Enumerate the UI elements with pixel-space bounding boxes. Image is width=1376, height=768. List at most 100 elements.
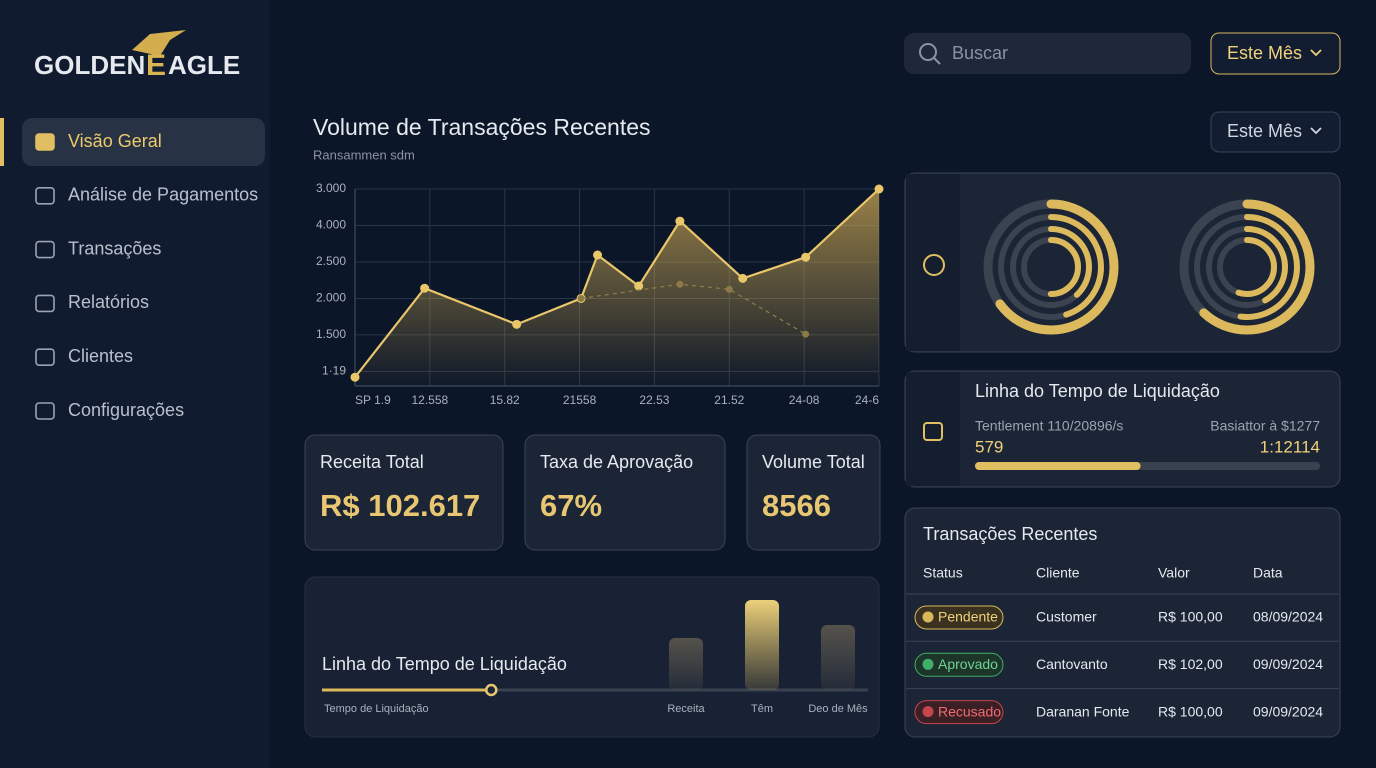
column-header: Cliente [1036,565,1080,581]
nav-icon [35,240,55,259]
settlement-card [904,370,1341,488]
nav-active-bg[interactable] [22,118,265,166]
chevron [1310,127,1322,135]
nav-icon [35,402,55,420]
nav-item[interactable]: Visão Geral [68,131,162,151]
cell: Daranan Fonte [1036,703,1130,719]
logo: GOLDEN E AGLE [34,30,240,82]
brand-part: E [146,49,166,82]
stat-value: 8566 [762,488,831,523]
line [354,188,880,378]
brand-part: AGLE [168,50,240,80]
ring-arc [1010,226,1092,308]
ring-arc [983,199,1119,335]
transactions-table: Status Cliente Valor Data Pendente Customer R$… [906,565,1339,725]
column-header: Data [1253,565,1283,581]
nav-icon [35,294,55,313]
nav-icon [35,187,55,205]
y-tick-label: 2.500 [316,254,346,268]
point [675,216,685,226]
area [355,189,879,386]
ring-arc [998,214,1104,320]
nav-item[interactable]: Clientes [68,346,133,366]
stat-label: Taxa de Aprovação [540,452,693,472]
bar [669,638,703,690]
stat-card [524,434,726,551]
point [593,250,603,260]
progress [975,462,1141,470]
point [874,184,884,194]
status-text: Recusado [938,703,1001,719]
search-icon [933,57,941,65]
chevron [1310,49,1322,57]
bar-label: Deo de Mês [808,703,868,715]
bar-chart: Receita Têm Deo de Mês [322,600,868,715]
stat-value: 67% [540,488,602,523]
cell: 09/09/2024 [1253,656,1323,672]
y-tick-label: 4.000 [316,218,346,232]
settlement-panel [304,576,880,738]
nav-item[interactable]: Relatórios [68,292,149,312]
cell: R$ 100,00 [1158,703,1223,719]
nav-item[interactable]: Configurações [68,400,184,420]
card-title: Linha do Tempo de Liquidação [975,381,1220,401]
x-tick-label: SP 1.9 [355,393,391,407]
point [350,372,360,382]
status-icon [922,706,934,718]
nav-item[interactable]: Análise de Pagamentos [68,185,258,205]
stat-value: R$ 102.617 [320,488,480,523]
transactions-card [904,507,1341,738]
period-text: Este Mês [1227,43,1302,63]
y-tick-label: 2.000 [316,291,346,305]
stat-label: Volume Total [762,452,865,472]
search-box[interactable] [904,33,1191,74]
ring-arc [1021,237,1081,297]
cell: R$ 102,00 [1158,656,1223,672]
period-text: Este Mês [1227,121,1302,141]
calendar-icon [923,422,943,441]
ring-arc [1206,226,1288,308]
cell: R$ 100,00 [1158,609,1223,625]
bar-label: Receita [667,703,705,715]
y-tick-label: 1·19 [322,364,346,378]
point [802,330,810,338]
stat-cards: Receita Total R$ 102.617 Taxa de Aprovação… [304,434,881,551]
cell: Customer [1036,609,1097,625]
chart-subtitle: Ransammen sdm [313,147,415,162]
stat-card [746,434,881,551]
x-tick-label: 24-08 [789,393,820,407]
ring-arc [1194,214,1300,320]
cell: 08/09/2024 [1253,609,1323,625]
logo-wing [132,30,186,56]
chart-period-dropdown[interactable] [1210,111,1341,153]
status-icon [922,658,934,670]
x-tick-label: 21.52 [714,393,744,407]
card-title: Transações Recentes [923,524,1097,544]
point [801,252,811,262]
x-tick-label: 15.82 [490,393,520,407]
y-tick-label: 3.000 [316,181,346,195]
period-dropdown[interactable] [1210,32,1341,75]
radial-charts [983,199,1315,335]
point [738,273,748,283]
x-tick-label: 22.53 [639,393,669,407]
line-chart: 1·19 1.500 2.000 2.500 4.000 3.000 SP 1.9 12.55… [316,181,884,407]
slider-label: Tempo de Liquidação [324,703,429,715]
sidebar [0,0,270,768]
x-tick-label: 24-6 [855,393,879,407]
x-tick-label: 21558 [563,393,597,407]
bar [821,625,855,690]
nav-icon [35,133,55,151]
panel-strip [906,372,960,486]
nav-item[interactable]: Transações [68,238,161,258]
status-pill [914,652,1004,677]
ring-arc [1217,237,1277,297]
nav-active-indicator [0,118,4,166]
slider-knob[interactable] [485,683,498,697]
point [725,285,733,293]
nav-icon [35,348,55,367]
stat-value: 579 [975,437,1003,456]
point [634,281,644,291]
ring-arc [1179,199,1315,335]
